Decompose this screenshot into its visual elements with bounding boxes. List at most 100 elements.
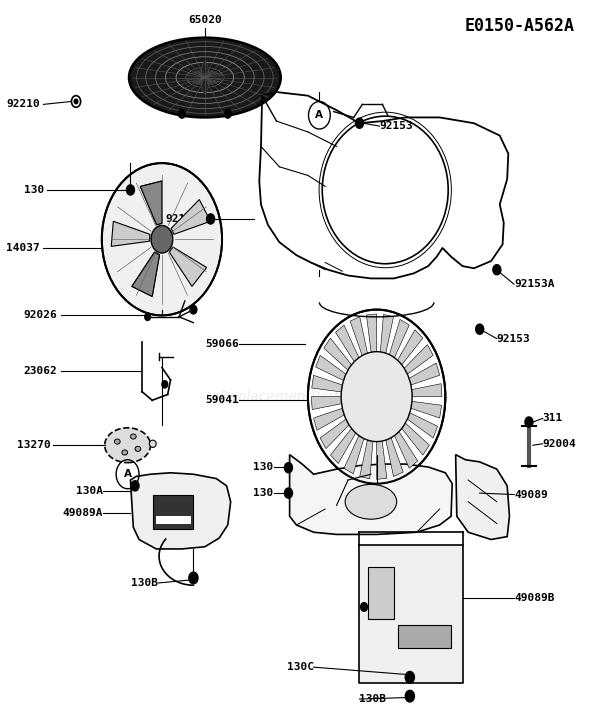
Circle shape [493,265,501,274]
Polygon shape [412,384,442,397]
Circle shape [360,603,368,612]
Ellipse shape [149,440,156,448]
Text: 130: 130 [253,488,274,498]
Polygon shape [344,435,364,474]
Ellipse shape [185,74,201,82]
Ellipse shape [151,226,173,253]
Polygon shape [140,181,162,225]
FancyBboxPatch shape [153,494,194,529]
Text: 130B: 130B [359,694,386,704]
Polygon shape [336,325,359,362]
Text: 130B: 130B [131,578,158,588]
Polygon shape [376,441,387,479]
Polygon shape [350,317,368,355]
Text: 130A: 130A [76,486,103,496]
Ellipse shape [129,38,281,117]
Circle shape [145,313,150,320]
Ellipse shape [114,439,120,444]
Text: A: A [316,110,323,120]
Circle shape [476,324,484,334]
Circle shape [405,690,414,702]
Polygon shape [381,314,394,353]
Circle shape [284,462,293,472]
FancyBboxPatch shape [156,516,191,523]
Polygon shape [140,181,162,225]
Text: 49089B: 49089B [514,593,555,603]
Circle shape [126,185,135,195]
Polygon shape [402,423,430,455]
Polygon shape [312,397,342,410]
Ellipse shape [201,62,208,82]
Polygon shape [407,413,438,438]
Text: 14037: 14037 [6,243,40,253]
Circle shape [179,109,185,118]
Polygon shape [320,419,349,448]
Polygon shape [290,455,452,534]
Polygon shape [386,438,403,477]
FancyBboxPatch shape [398,625,451,649]
Ellipse shape [188,68,222,87]
Circle shape [162,381,168,388]
Text: 49089: 49089 [514,489,548,499]
Circle shape [224,109,231,118]
Text: 49089A: 49089A [63,507,103,518]
Polygon shape [312,375,342,392]
Polygon shape [171,199,211,234]
Text: E0150-A562A: E0150-A562A [465,17,575,36]
Polygon shape [394,432,418,468]
Polygon shape [314,408,344,430]
Polygon shape [366,314,376,352]
Ellipse shape [208,74,224,82]
Text: 92026: 92026 [24,309,57,320]
Text: 92153: 92153 [497,333,530,344]
Circle shape [206,214,215,224]
Polygon shape [132,252,159,296]
Text: 23062: 23062 [24,366,57,376]
Circle shape [189,572,198,584]
Polygon shape [324,339,352,371]
Text: 92153A: 92153A [514,280,555,289]
Polygon shape [404,344,433,374]
Text: 130C: 130C [287,662,314,672]
Text: eReplacementParts: eReplacementParts [212,389,347,403]
Text: 92153: 92153 [165,214,199,224]
Text: 92210: 92210 [6,99,40,109]
Circle shape [131,480,139,491]
Text: A: A [123,470,132,479]
Circle shape [355,118,363,128]
Text: 311: 311 [543,414,563,424]
Text: 59066: 59066 [205,339,239,349]
Polygon shape [330,429,356,464]
Text: 92004: 92004 [543,439,576,448]
Ellipse shape [345,484,396,519]
Ellipse shape [201,74,208,93]
FancyBboxPatch shape [368,567,394,620]
Text: 92153: 92153 [379,121,413,131]
Polygon shape [360,440,373,479]
Ellipse shape [135,446,141,451]
Polygon shape [132,252,159,296]
Polygon shape [169,247,206,286]
Circle shape [190,305,197,314]
Polygon shape [411,401,441,418]
Circle shape [71,95,81,107]
Ellipse shape [130,434,136,439]
Circle shape [74,99,78,104]
Ellipse shape [308,309,445,483]
FancyBboxPatch shape [359,545,463,683]
Text: 130: 130 [253,462,274,472]
Polygon shape [389,320,409,357]
Circle shape [405,671,414,683]
Text: 59041: 59041 [205,395,239,405]
Text: 130: 130 [24,185,45,195]
Ellipse shape [102,163,222,315]
Polygon shape [130,472,231,549]
Text: 65020: 65020 [188,15,222,25]
Circle shape [525,417,533,427]
Ellipse shape [122,450,127,455]
Ellipse shape [341,352,412,442]
Polygon shape [398,330,423,365]
Polygon shape [316,355,346,381]
Polygon shape [409,363,440,385]
Circle shape [284,488,293,498]
